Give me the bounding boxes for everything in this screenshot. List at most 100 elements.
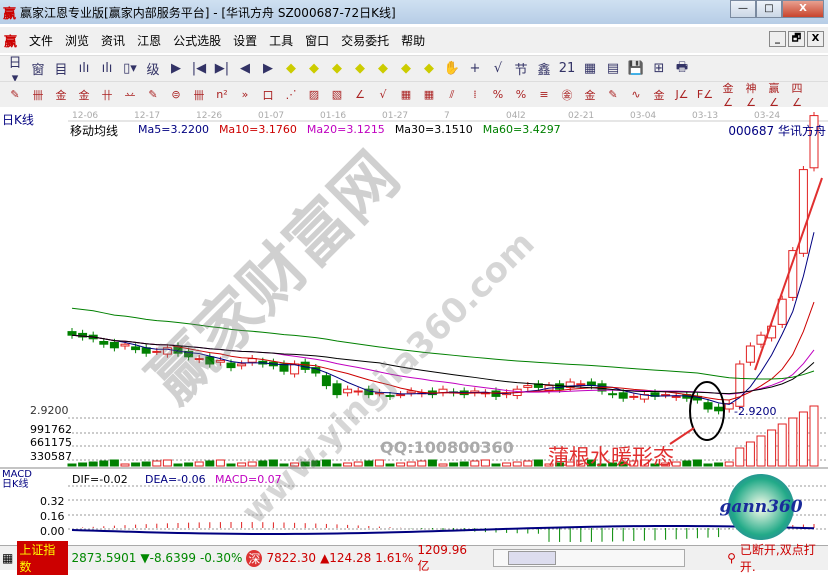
toolbar-button[interactable]: ılı <box>101 61 113 76</box>
drawing-tool-button[interactable]: 金 <box>653 88 665 102</box>
drawing-tool-button[interactable]: 四∠ <box>791 82 803 109</box>
toolbar-button[interactable]: √ <box>493 61 503 76</box>
toolbar-button[interactable]: 窗 <box>31 63 45 78</box>
drawing-tool-button[interactable]: 金 <box>55 88 67 102</box>
drawing-tool-button[interactable]: ▨ <box>308 88 320 101</box>
calculator-icon[interactable]: ▦ <box>2 551 14 565</box>
toolbar-button[interactable]: ◆ <box>309 61 319 76</box>
toolbar-button[interactable]: ▤ <box>606 61 620 76</box>
toolbar-button[interactable]: ▶| <box>214 61 230 76</box>
volume-bar <box>639 459 649 467</box>
toolbar-button[interactable]: ◆ <box>378 61 388 76</box>
toolbar-button[interactable]: 💾 <box>627 61 645 76</box>
drawing-tool-button[interactable]: ∿ <box>631 88 641 101</box>
toolbar-button[interactable]: ▶ <box>263 61 273 76</box>
menu-item[interactable]: 交易委托 <box>341 33 390 48</box>
drawing-tool-button[interactable]: J∠ <box>675 88 689 101</box>
toolbar-button[interactable]: 目 <box>54 63 68 78</box>
toolbar-button[interactable]: ◆ <box>355 61 365 76</box>
drawing-tool-button[interactable]: ✎ <box>608 88 618 101</box>
toolbar-button[interactable]: ◆ <box>332 61 342 76</box>
minimize-button[interactable]: — <box>730 0 756 18</box>
menu-item[interactable]: 江恩 <box>137 33 162 48</box>
menu-item[interactable]: 设置 <box>233 33 258 48</box>
toolbar-button[interactable]: 🖶 <box>675 59 689 75</box>
drawing-tool-button[interactable]: ㊎ <box>561 88 573 102</box>
ma60-line <box>71 307 815 380</box>
drawing-tool-button[interactable]: 金 <box>584 88 596 102</box>
drawing-tool-button[interactable]: 金∠ <box>722 82 734 109</box>
chart-area[interactable]: 12-06 12-17 12-26 01-07 01-16 01-27 7 04l2 02-21… <box>0 108 828 545</box>
drawing-tool-button[interactable]: 卌 <box>32 88 44 102</box>
volume-bar <box>491 463 501 467</box>
index-name[interactable]: 上证指数 <box>17 541 68 575</box>
menu-item[interactable]: 工具 <box>269 33 294 48</box>
toolbar-button[interactable]: ◆ <box>424 61 434 76</box>
drawing-tool-button[interactable]: ⁞ <box>473 88 477 101</box>
toolbar-button[interactable]: |◀ <box>191 61 207 76</box>
toolbar-button[interactable]: 鑫 <box>537 63 551 78</box>
drawing-tool-button[interactable]: » <box>241 88 249 101</box>
drawing-tool-button[interactable]: ⋰ <box>285 88 297 101</box>
menu-item[interactable]: 公式选股 <box>173 33 222 48</box>
drawing-tool-button[interactable]: ∠ <box>355 88 365 101</box>
drawing-tool-button[interactable]: ≡ <box>539 88 549 101</box>
drawing-tool-button[interactable]: ✎ <box>148 88 158 101</box>
toolbar-button[interactable]: 日▾ <box>8 55 22 86</box>
drawing-tool-button[interactable]: 金 <box>78 88 90 102</box>
volume-bar <box>205 460 215 467</box>
volume-bar <box>671 461 681 467</box>
drawing-tool-button[interactable]: ✎ <box>10 88 20 101</box>
menu-item[interactable]: 浏览 <box>65 33 90 48</box>
toolbar-button[interactable]: ılı <box>78 61 90 76</box>
menu-item[interactable]: 窗口 <box>305 33 330 48</box>
toolbar-button[interactable]: ◆ <box>286 61 296 76</box>
toolbar-button[interactable]: 节 <box>514 63 528 78</box>
toolbar-button[interactable]: 级 <box>146 63 160 78</box>
toolbar-button[interactable]: 21 <box>558 61 576 76</box>
candle <box>184 350 194 358</box>
mdi-restore-button[interactable]: 🗗 <box>788 31 805 47</box>
drawing-tool-button[interactable]: 䒑 <box>124 88 136 102</box>
menu-item[interactable]: 帮助 <box>401 33 426 48</box>
drawing-tool-button[interactable]: √ <box>379 88 387 101</box>
drawing-tool-button[interactable]: 神∠ <box>745 82 757 109</box>
horizontal-scrollbar[interactable] <box>492 549 686 567</box>
drawing-tool-button[interactable]: ⫽ <box>449 87 455 101</box>
toolbar-button[interactable]: ✋ <box>443 61 461 76</box>
ma-label: Ma5=3.2200 <box>138 123 209 136</box>
drawing-tool-button[interactable]: ⊜ <box>171 88 181 101</box>
drawing-tool-button[interactable]: ▦ <box>400 88 412 101</box>
close-button[interactable]: X <box>782 0 824 18</box>
drawing-tool-button[interactable]: ▦ <box>423 88 435 101</box>
toolbar-button[interactable]: ◆ <box>401 61 411 76</box>
toolbar-button[interactable]: + <box>469 61 481 76</box>
toolbar-button[interactable]: ◀ <box>240 61 250 76</box>
volume-bar <box>809 405 819 467</box>
mdi-minimize-button[interactable]: _ <box>769 31 786 47</box>
drawing-tool-button[interactable]: F∠ <box>696 88 714 101</box>
drawing-tool-button[interactable]: 口 <box>262 88 274 102</box>
drawing-tool-button[interactable]: % <box>515 88 527 101</box>
toolbar-button[interactable]: ⊞ <box>653 61 665 76</box>
toolbar-button[interactable]: ▯▾ <box>123 61 137 76</box>
toolbar-button[interactable]: ▦ <box>583 61 597 76</box>
drawing-tool-button[interactable]: 卌 <box>193 88 205 102</box>
drawing-tool-button[interactable]: 赢∠ <box>768 82 780 109</box>
menu-item[interactable]: 资讯 <box>101 33 126 48</box>
drawing-tool-button[interactable]: 卄 <box>101 88 113 102</box>
volume-bar <box>597 463 607 467</box>
candle <box>162 347 172 355</box>
drawing-tool-button[interactable]: ▧ <box>331 88 343 101</box>
menu-item[interactable]: 文件 <box>29 33 54 48</box>
mdi-close-button[interactable]: X <box>807 31 824 47</box>
drawing-tool-button[interactable]: n² <box>216 88 228 101</box>
toolbar-button[interactable]: ▶ <box>171 61 181 76</box>
maximize-button[interactable]: □ <box>756 0 782 18</box>
date-tick: 04l2 <box>506 111 526 121</box>
chart-svg[interactable]: 12-06 12-17 12-26 01-07 01-16 01-27 7 04l2 02-21… <box>0 108 828 545</box>
volume-bar <box>109 459 119 467</box>
volume-bar <box>152 460 162 467</box>
volume-bar <box>470 460 480 467</box>
drawing-tool-button[interactable]: % <box>492 88 504 101</box>
